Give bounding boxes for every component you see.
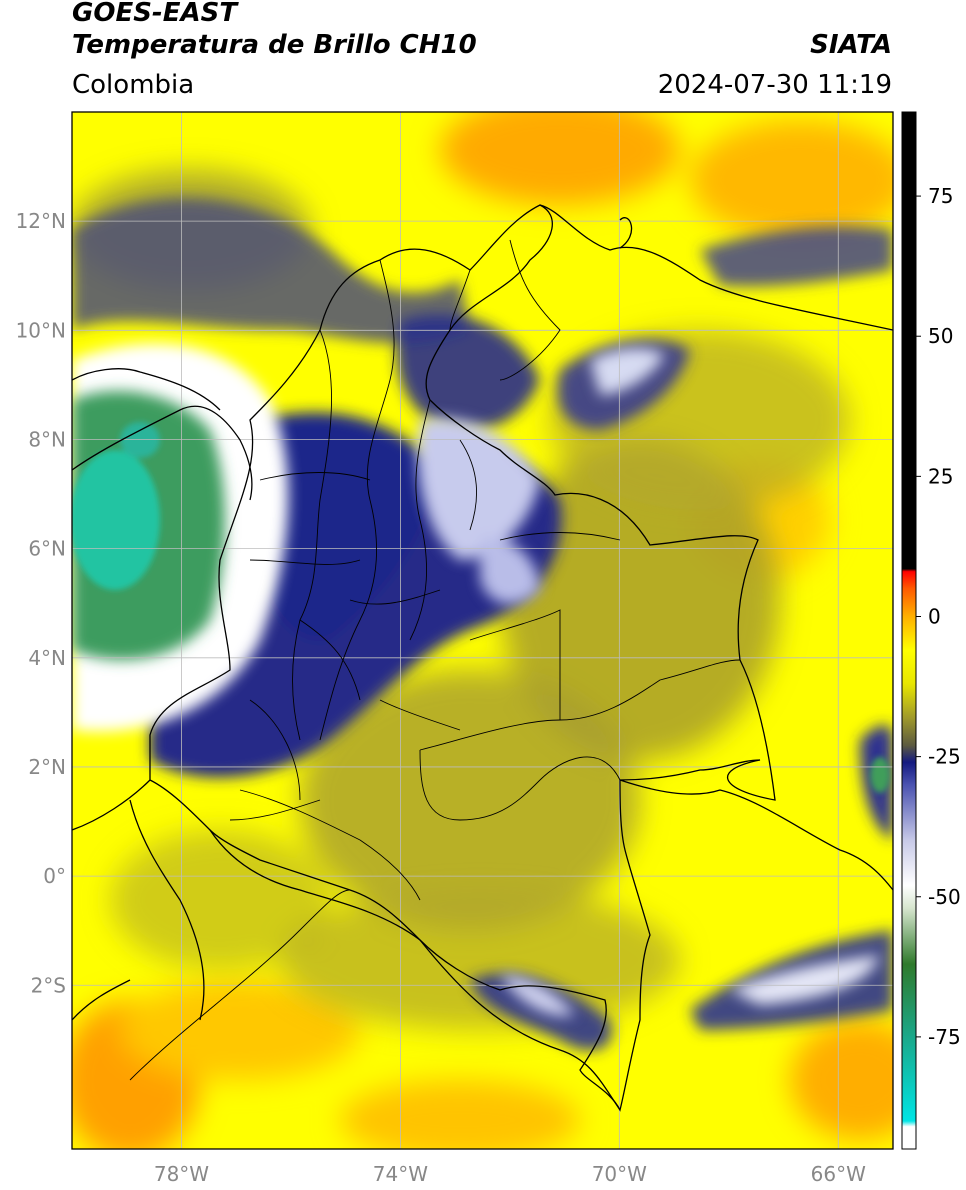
lat-tick-label: 2°S	[31, 973, 66, 997]
lat-tick-label: 8°N	[28, 427, 66, 451]
lon-tick-label: 70°W	[592, 1162, 647, 1186]
lat-tick-label: 12°N	[16, 209, 66, 233]
lat-tick-label: 10°N	[16, 318, 66, 342]
colorbar-tick-label: 75	[928, 184, 953, 208]
colorbar-tick-label: -50	[928, 885, 961, 909]
colorbar-scale	[901, 111, 917, 1150]
lon-tick-label: 74°W	[373, 1162, 428, 1186]
lat-tick-label: 4°N	[28, 646, 66, 670]
product-title: Temperatura de Brillo CH10	[72, 30, 477, 60]
latitude-labels: 12°N 10°N 8°N 6°N 4°N 2°N 0° 2°S	[16, 209, 66, 997]
colorbar-tick-label: 50	[928, 324, 953, 348]
region-label: Colombia	[72, 70, 195, 100]
lat-tick-label: 6°N	[28, 537, 66, 561]
colorbar-tick-label: 25	[928, 464, 953, 488]
boundary-lines	[72, 204, 893, 1112]
lat-tick-label: 2°N	[28, 755, 66, 779]
graticule	[72, 112, 893, 1149]
colorbar-tick-label: -25	[928, 745, 961, 769]
satellite-title: GOES-EAST	[72, 0, 238, 28]
lon-tick-label: 66°W	[811, 1162, 866, 1186]
colorbar-tick-label: 0	[928, 604, 941, 628]
map-frame	[71, 111, 894, 1150]
lat-tick-label: 0°	[43, 864, 66, 888]
longitude-labels: 78°W 74°W 70°W 66°W	[154, 1162, 866, 1186]
satellite-imagery	[72, 112, 893, 1149]
brand-label: SIATA	[810, 30, 892, 60]
colorbar: 75 50 25 0 -25 -50 -75	[901, 111, 961, 1150]
datetime-label: 2024-07-30 11:19	[657, 70, 892, 100]
colorbar-ticks: 75 50 25 0 -25 -50 -75	[916, 184, 961, 1049]
colorbar-tick-label: -75	[928, 1025, 961, 1049]
lon-tick-label: 78°W	[154, 1162, 209, 1186]
